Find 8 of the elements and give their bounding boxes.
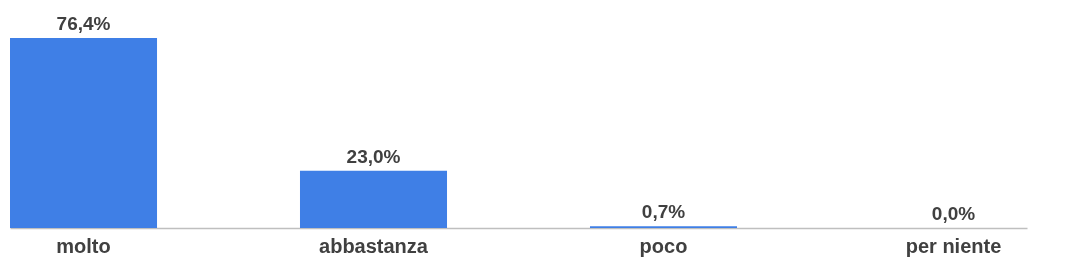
x-tick-label: poco [639, 234, 688, 257]
data-label: 76,4% [56, 13, 111, 34]
x-tick-label: molto [56, 234, 111, 257]
x-tick-label: per niente [905, 234, 1002, 257]
data-label: 0,0% [931, 203, 976, 224]
data-label: 23,0% [346, 145, 401, 167]
x-tick-label: abbastanza [319, 234, 429, 257]
data-label: 0,7% [641, 201, 686, 223]
